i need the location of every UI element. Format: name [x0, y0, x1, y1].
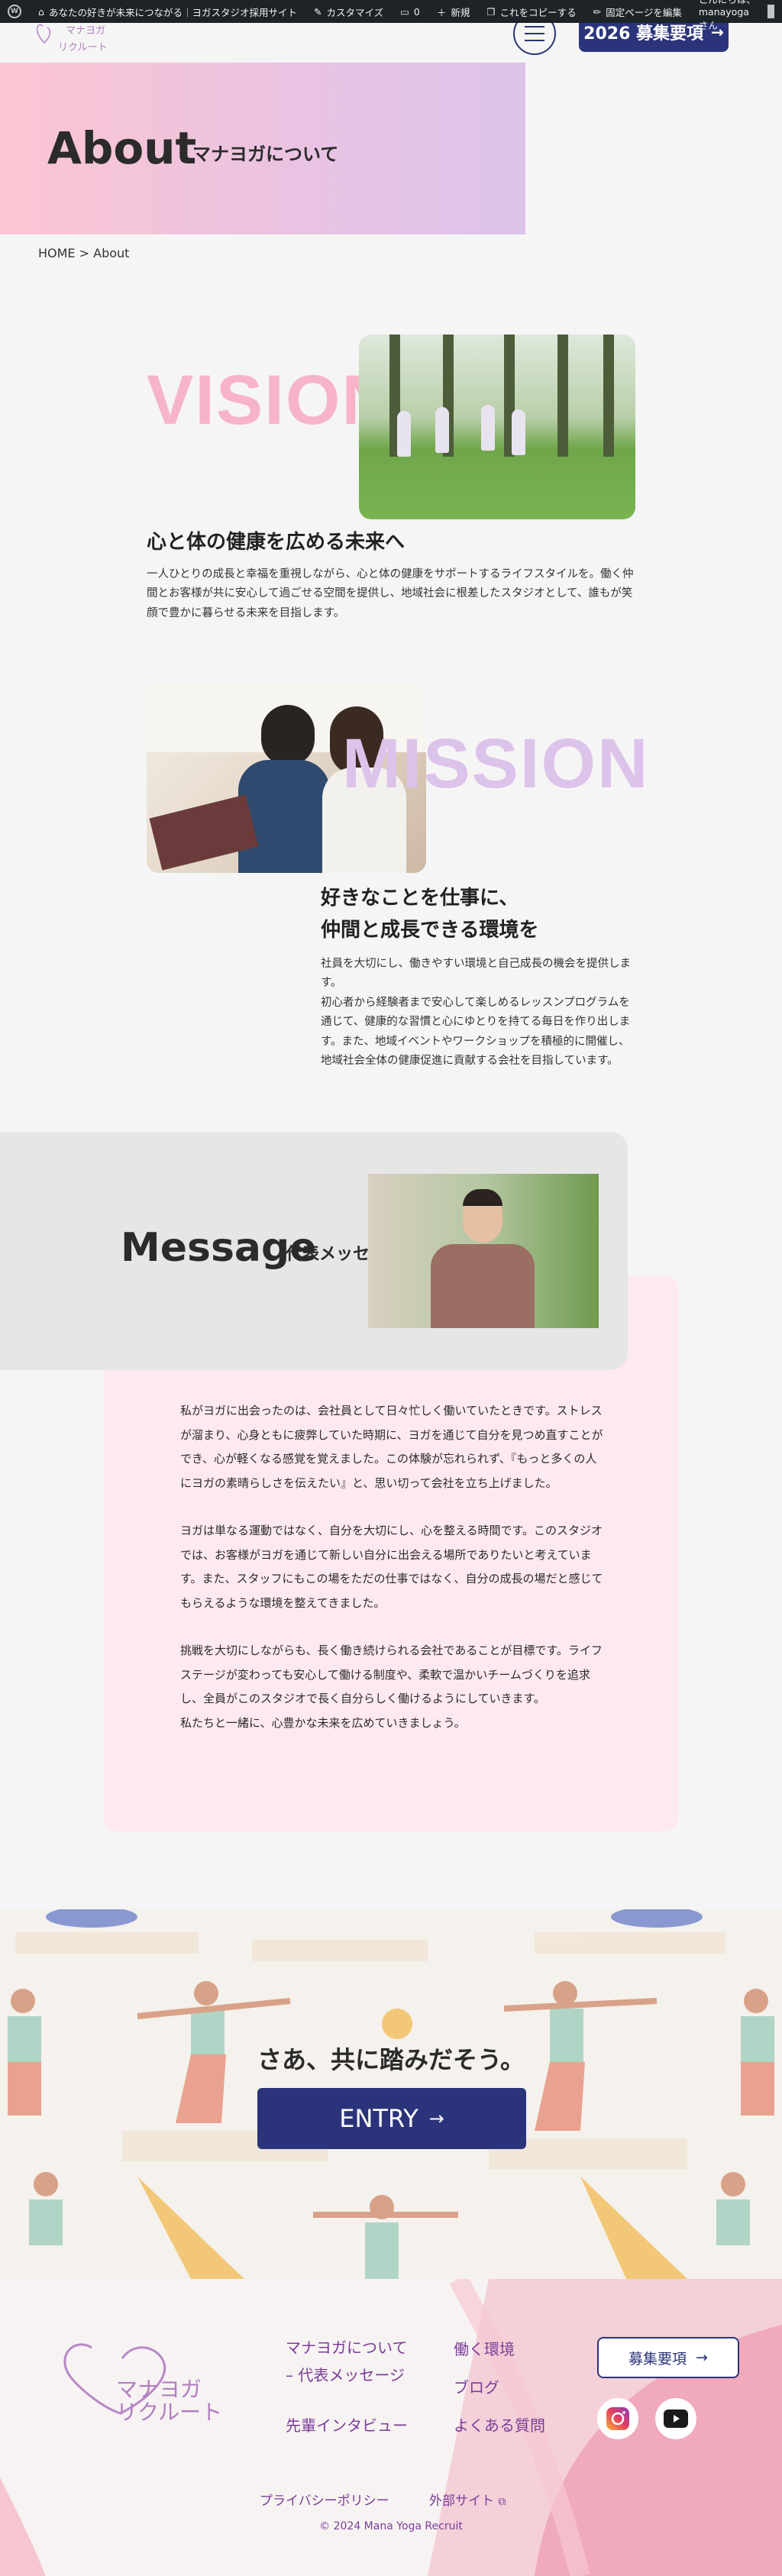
mission-heading: 好きなことを仕事に、 仲間と成長できる環境を [321, 887, 539, 942]
message-title: Message [121, 1225, 317, 1271]
admin-account[interactable]: こんにちは、manayoga さん [699, 0, 774, 32]
ceo-shirt [431, 1244, 535, 1328]
svg-text:リクルート: リクルート [58, 42, 108, 53]
admin-site-name[interactable]: ⌂ あなたの好きが未来につながる｜ヨガスタジオ採用サイト [38, 5, 297, 18]
menu-line [525, 40, 544, 41]
footer-link-blog[interactable]: ブログ [454, 2378, 499, 2397]
admin-new[interactable]: ＋ 新規 [437, 5, 470, 19]
entry-button[interactable]: ENTRY → [257, 2088, 526, 2149]
vision-word: VISION [147, 361, 394, 439]
admin-edit[interactable]: ✏ 固定ページを編集 [593, 5, 682, 18]
instagram-button[interactable] [597, 2398, 638, 2439]
avatar [767, 5, 774, 18]
svg-text:リクルート: リクルート [116, 2400, 222, 2424]
pencil-icon: ✏ [593, 5, 602, 18]
breadcrumb-current: About [93, 246, 130, 260]
yoga-person [397, 411, 411, 457]
person-hair [330, 706, 383, 775]
page-subtitle: マナヨガについて [192, 144, 339, 165]
yoga-illustration-pattern [8, 1909, 774, 2279]
youtube-icon [664, 2410, 688, 2428]
external-link-icon: ⧉ [498, 2496, 506, 2508]
arrow-right-icon: → [428, 2108, 444, 2129]
footer-link-interview[interactable]: 先輩インタビュー [286, 2416, 408, 2435]
footer-link-external[interactable]: 外部サイト ⧉ [429, 2494, 506, 2509]
youtube-button[interactable] [655, 2398, 696, 2439]
site-header: マナヨガ リクルート 2026 募集要項 → [0, 12, 782, 63]
mission-photo [147, 684, 426, 873]
copy-icon: ❐ [486, 5, 496, 18]
home-icon: ⌂ [38, 5, 44, 18]
page-hero: About マナヨガについて [0, 63, 525, 234]
footer-link-faq[interactable]: よくある質問 [454, 2416, 545, 2435]
footer-link-message[interactable]: – 代表メッセージ [286, 2366, 405, 2384]
mission-word: MISSION [342, 725, 650, 803]
svg-text:マナヨガ: マナヨガ [66, 25, 105, 37]
arrow-right-icon: → [696, 2349, 708, 2366]
admin-copy[interactable]: ❐ これをコピーする [486, 5, 577, 18]
yoga-person [481, 405, 495, 451]
footer-link-privacy[interactable]: プライバシーポリシー [260, 2494, 389, 2509]
plus-icon: ＋ [436, 6, 447, 18]
breadcrumb: HOME > About [38, 246, 129, 260]
menu-line [525, 26, 544, 27]
instagram-icon [606, 2407, 629, 2430]
admin-customize[interactable]: ✎ カスタマイズ [313, 5, 384, 18]
heart-logo-icon: マナヨガ リクルート [63, 2343, 222, 2425]
message-body: 私がヨガに出会ったのは、会社員として日々忙しく働いていたときです。ストレスが溜ま… [180, 1404, 603, 1730]
arrow-right-icon: → [711, 23, 724, 41]
footer-link-about[interactable]: マナヨガについて [286, 2338, 408, 2357]
breadcrumb-home[interactable]: HOME [38, 246, 76, 260]
footer-recruit-button[interactable]: 募集要項 → [597, 2337, 739, 2378]
breadcrumb-separator: > [75, 246, 94, 260]
tree-trunk [557, 335, 568, 457]
brush-icon: ✎ [313, 5, 322, 18]
yoga-person [435, 407, 449, 453]
admin-wp-logo[interactable]: W [8, 5, 21, 18]
mission-body: 社員を大切にし、働きやすい環境と自己成長の機会を提供します。 初心者から経験者ま… [321, 958, 631, 1067]
page-title: About [47, 122, 197, 174]
footer-logo[interactable]: マナヨガ リクルート [60, 2340, 228, 2425]
heart-logo-icon: マナヨガ リクルート [36, 24, 108, 53]
ceo-photo [368, 1174, 599, 1328]
tree-trunk [603, 335, 614, 457]
admin-bar: W ⌂ あなたの好きが未来につながる｜ヨガスタジオ採用サイト ✎ カスタマイズ … [0, 0, 782, 31]
footer-link-environment[interactable]: 働く環境 [454, 2340, 515, 2358]
vision-body: 一人ひとりの成長と幸福を重視しながら、心と体の健康をサポートするライフスタイルを… [147, 568, 634, 619]
svg-text:マナヨガ: マナヨガ [116, 2377, 202, 2402]
person-shirt [238, 760, 330, 873]
copyright: © 2024 Mana Yoga Recruit [319, 2520, 463, 2532]
person-hair [261, 705, 315, 766]
menu-line [525, 33, 544, 34]
entry-title: さあ、共に踏みだそう。 [257, 2045, 525, 2074]
admin-comments[interactable]: ▭ 0 [400, 5, 420, 18]
ceo-hair [463, 1189, 502, 1206]
person-shirt [322, 768, 406, 873]
vision-heading: 心と体の健康を広める未来へ [147, 531, 406, 554]
vision-photo [359, 335, 635, 519]
wordpress-icon: W [8, 5, 21, 18]
yoga-person [512, 409, 525, 455]
site-logo[interactable]: マナヨガ リクルート [36, 23, 128, 58]
comment-icon: ▭ [400, 5, 409, 18]
